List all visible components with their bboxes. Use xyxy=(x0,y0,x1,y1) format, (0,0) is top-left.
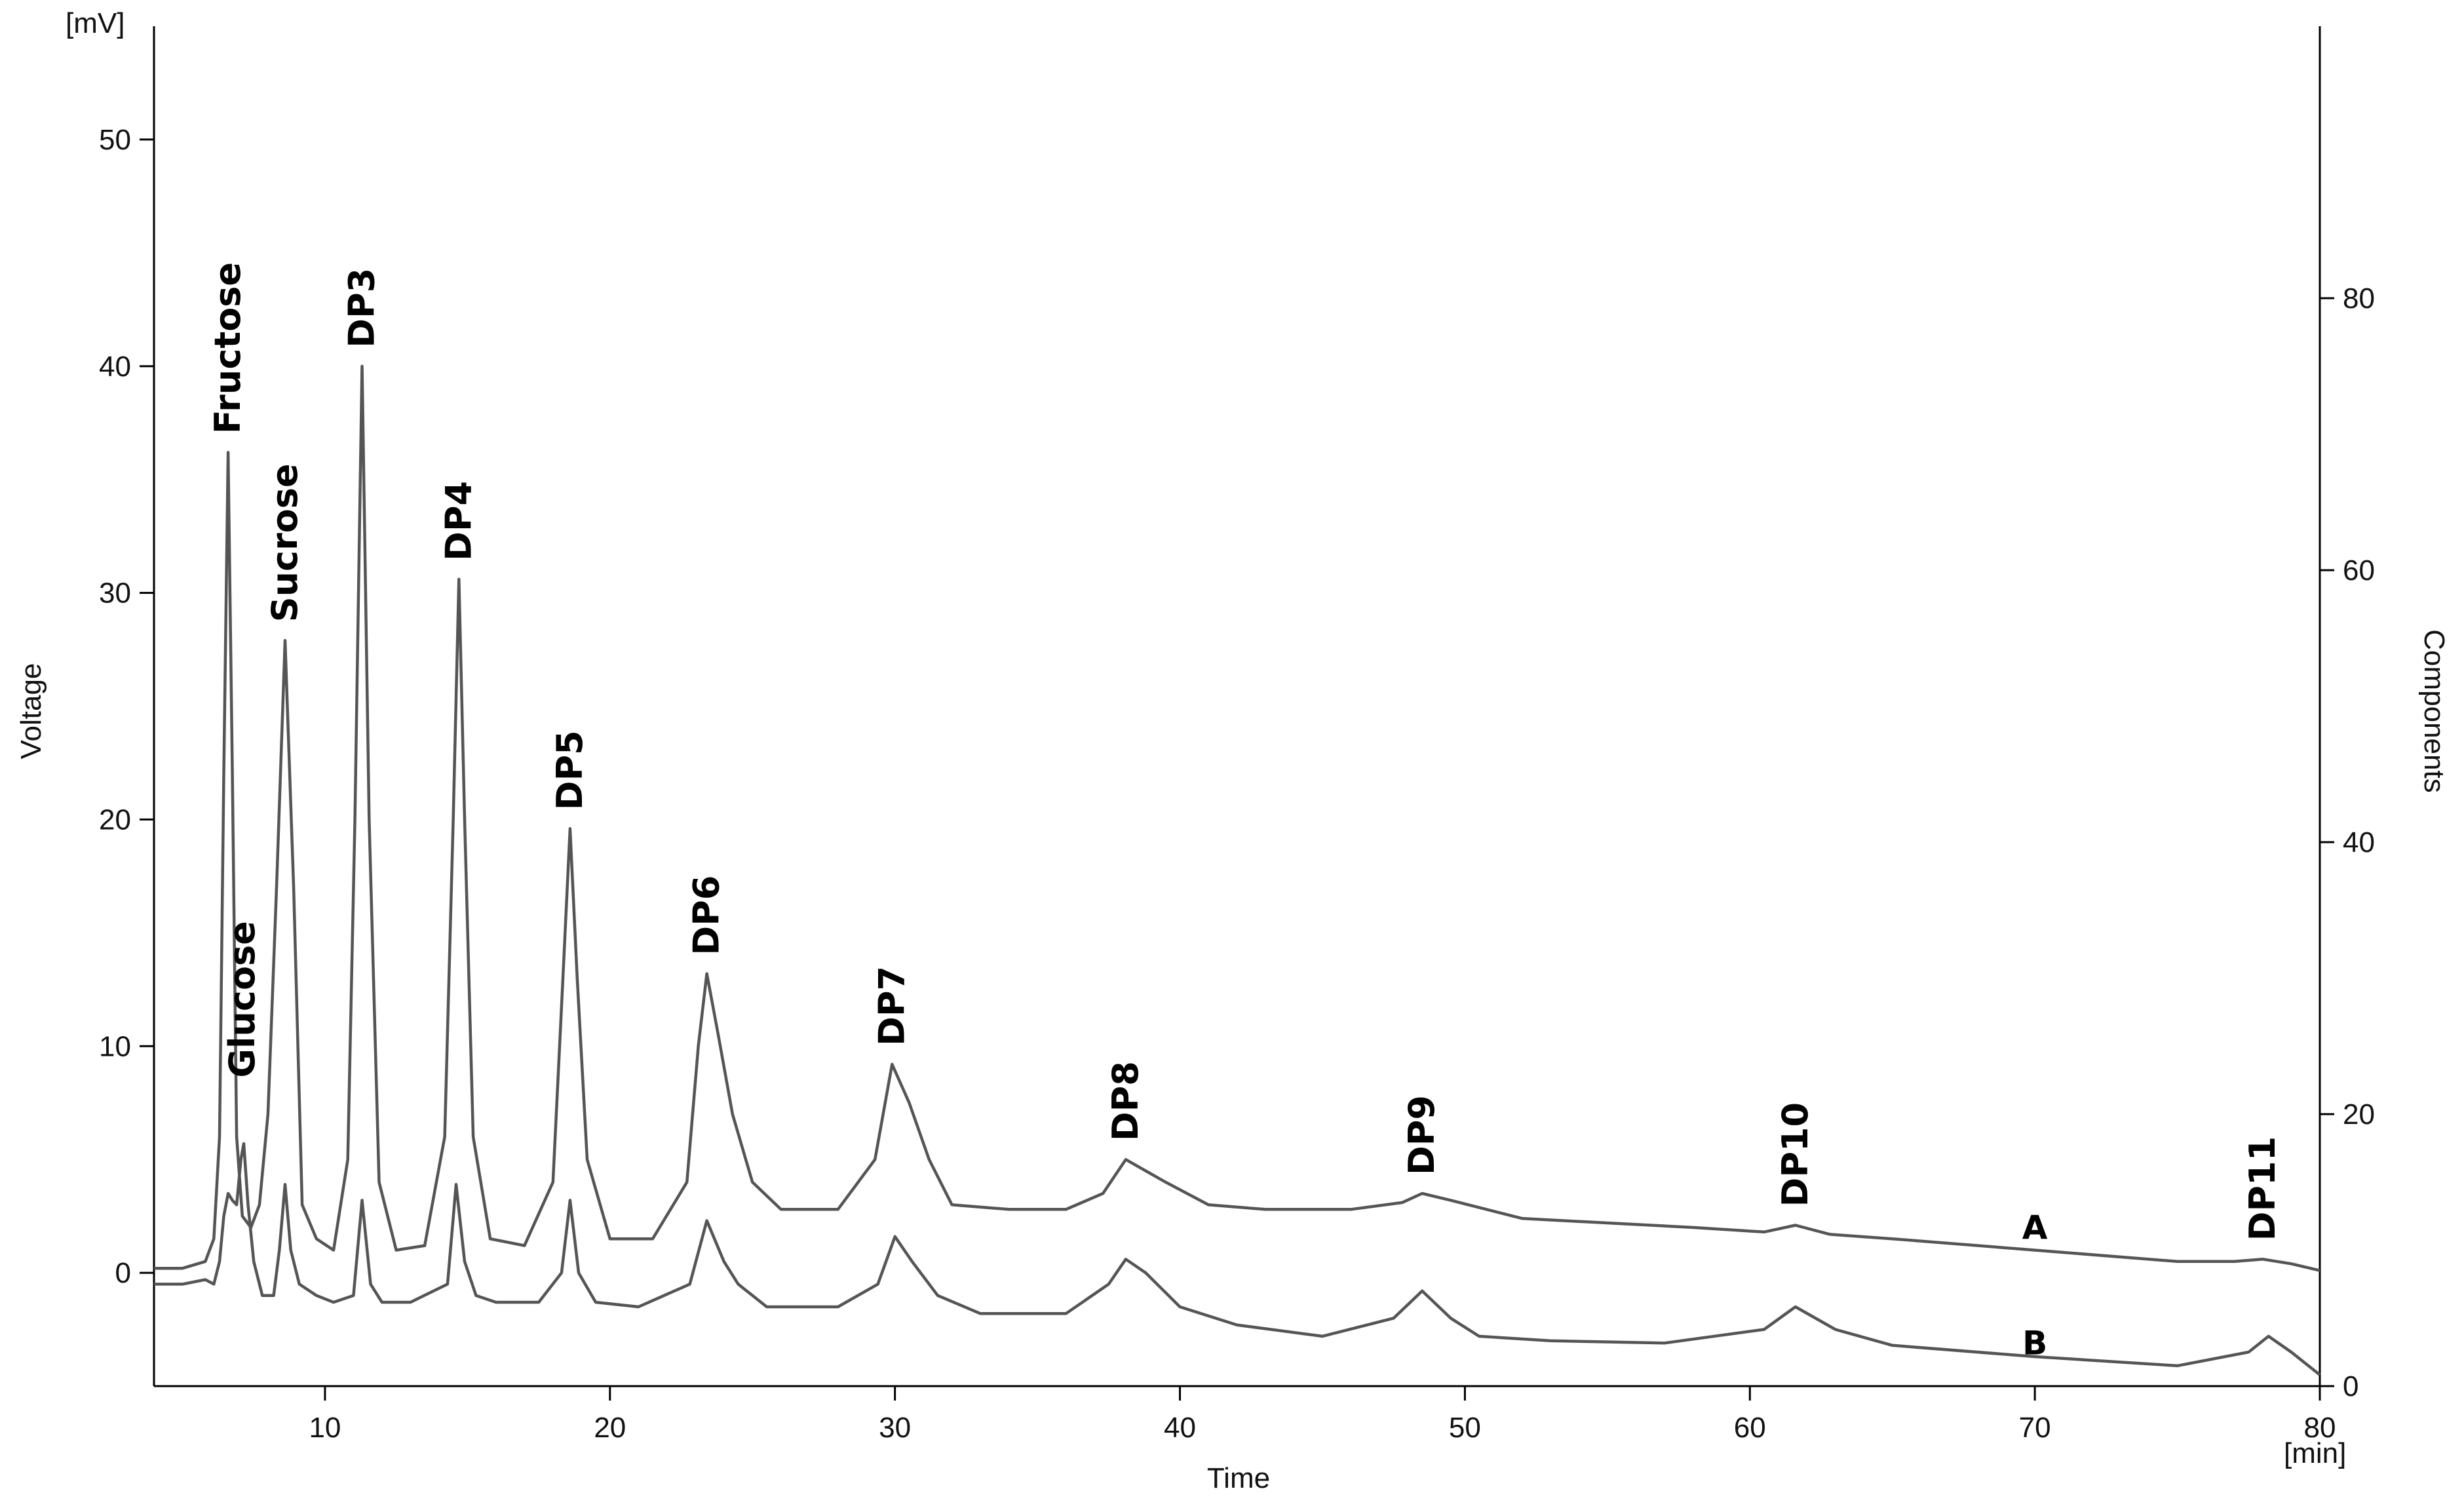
peak-label: Glucose xyxy=(221,921,263,1077)
y-tick-label: 20 xyxy=(99,803,131,836)
x-tick-label: 70 xyxy=(2019,1412,2051,1444)
y2-tick-label: 0 xyxy=(2343,1370,2358,1403)
peak-label: DP11 xyxy=(2242,1136,2283,1241)
x-tick-label: 60 xyxy=(1734,1412,1766,1444)
labels-group: A B Fructose Glucose Sucrose DP3 DP4 DP5 DP6 DP7 D… xyxy=(207,262,2283,1363)
trace-label-B: B xyxy=(2022,1325,2047,1363)
y2-axis-title: Components xyxy=(2418,629,2450,792)
y2-tick-label: 20 xyxy=(2343,1098,2375,1131)
peak-label: Fructose xyxy=(207,262,248,434)
y2-tick-label: 80 xyxy=(2343,282,2375,315)
y-tick-label: 40 xyxy=(99,351,131,383)
y-tick-label: 0 xyxy=(115,1257,131,1289)
x-tick-label: 20 xyxy=(594,1412,626,1444)
x-axis-title: Time xyxy=(1207,1462,1270,1494)
y2-tick-label: 60 xyxy=(2343,554,2375,587)
x-tick-label: 10 xyxy=(309,1412,341,1444)
peak-label: DP10 xyxy=(1775,1102,1816,1207)
y-tick-label: 30 xyxy=(99,577,131,610)
trace-B xyxy=(154,1142,2321,1376)
y-unit-label: [mV] xyxy=(66,7,125,39)
peak-label: DP9 xyxy=(1401,1095,1442,1175)
y-axis-title: Voltage xyxy=(15,663,47,760)
peak-label: Sucrose xyxy=(264,463,305,622)
traces-group xyxy=(154,364,2321,1376)
x-tick-label: 30 xyxy=(879,1412,911,1444)
x-tick-label: 40 xyxy=(1164,1412,1196,1444)
peak-label: DP5 xyxy=(549,730,590,810)
y-tick-label: 10 xyxy=(99,1030,131,1062)
x-tick-label: 80 xyxy=(2304,1412,2336,1444)
peak-label: DP6 xyxy=(686,876,727,956)
peak-label: DP8 xyxy=(1105,1061,1146,1141)
x-unit-label: [min] xyxy=(2284,1437,2346,1469)
axes-group: 10 20 30 40 50 60 70 8001020304050020406080[mV]… xyxy=(15,7,2450,1494)
y-tick-label: 50 xyxy=(99,124,131,156)
trace-label-A: A xyxy=(2022,1209,2048,1247)
x-tick-label: 50 xyxy=(1449,1412,1481,1444)
trace-A xyxy=(154,364,2320,1272)
peak-label: DP3 xyxy=(341,268,382,348)
y2-tick-label: 40 xyxy=(2343,826,2375,859)
peak-label: DP7 xyxy=(871,966,912,1046)
peak-label: DP4 xyxy=(438,481,479,561)
